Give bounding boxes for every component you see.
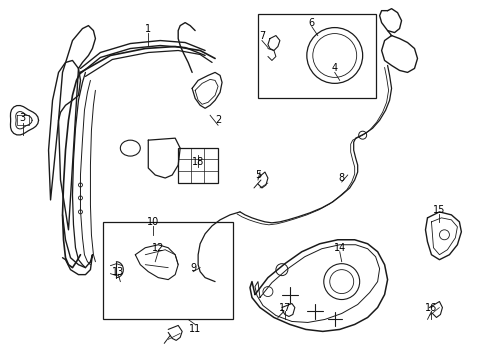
Text: 2: 2: [215, 115, 221, 125]
Text: 5: 5: [254, 170, 261, 180]
Text: 1: 1: [145, 24, 151, 33]
Text: 14: 14: [333, 243, 345, 253]
Text: 12: 12: [152, 243, 164, 253]
Text: 17: 17: [278, 302, 290, 312]
Bar: [178, 148, 218, 183]
Text: 8: 8: [338, 173, 344, 183]
Text: 9: 9: [190, 263, 196, 273]
Text: 11: 11: [189, 324, 201, 334]
Text: 7: 7: [258, 31, 264, 41]
Text: 15: 15: [432, 205, 445, 215]
Text: 13: 13: [112, 267, 124, 276]
Text: 16: 16: [425, 302, 437, 312]
Text: 10: 10: [147, 217, 159, 227]
Text: 3: 3: [20, 113, 26, 123]
Text: 4: 4: [331, 63, 337, 73]
Bar: [103, 222, 233, 319]
Text: 6: 6: [308, 18, 314, 28]
Bar: [258, 14, 375, 98]
Text: 18: 18: [192, 157, 204, 167]
